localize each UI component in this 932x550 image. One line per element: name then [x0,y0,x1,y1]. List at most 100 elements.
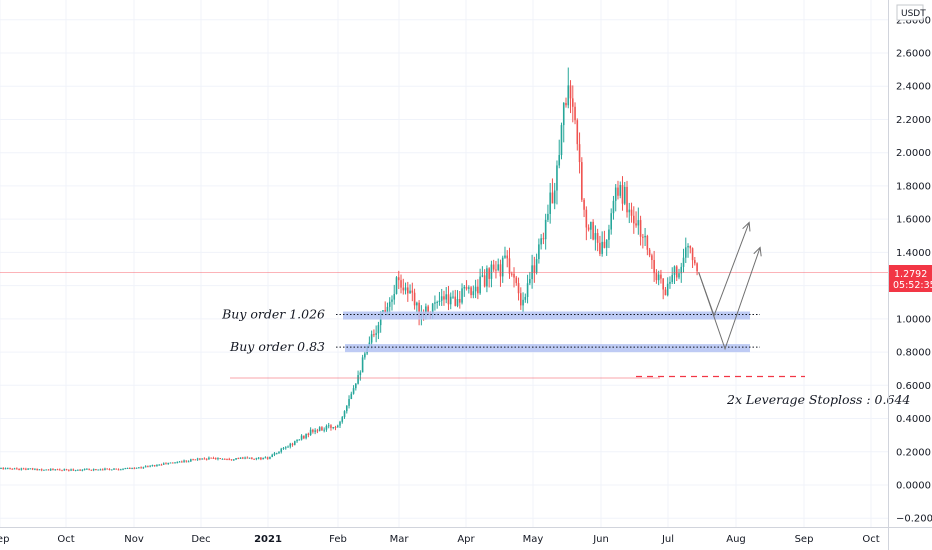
candle-body [655,273,658,281]
candle-body [689,245,692,249]
candle-body [11,468,14,470]
candle-body [510,273,513,275]
candle-body [343,411,346,418]
candle-body [63,469,66,471]
candle-body [612,200,615,214]
candle-body [230,459,233,461]
candle-body [339,421,341,426]
candle-body [309,429,312,435]
candle-body [135,467,138,469]
candle-body [199,458,201,460]
candle-body [623,186,626,204]
candle-body [687,245,689,248]
candle-body [660,274,662,279]
candle-body [106,468,109,470]
candle-body [34,468,36,470]
candle-body [452,296,454,298]
x-tick-label: Jul [661,534,674,545]
candle-body [81,469,84,471]
x-tick-label: Oct [862,534,879,545]
candle-body [287,446,289,448]
candle-body [506,255,509,259]
candle-body [524,296,527,300]
candle-body [553,190,556,204]
candle-body [504,255,506,258]
candle-body [192,459,194,461]
candle-body [447,294,450,305]
candle-body [327,425,330,427]
candle-body [395,277,398,294]
candle-body [375,333,377,335]
candle-body [208,457,210,460]
candle-body [269,456,271,459]
candle-body [223,458,226,460]
candle-body [529,279,531,284]
current-price-tag-bg [889,265,932,292]
candle-body [578,144,581,163]
candle-body [449,296,452,305]
candle-body [47,469,50,471]
candle-body [458,298,461,303]
candle-body [27,468,29,470]
candle-body [257,457,260,459]
candle-body [43,469,45,471]
currency-badge-bg [896,4,924,21]
candle-body [583,199,585,210]
candle-body [418,302,420,318]
candle-body [162,463,165,465]
candle-body [431,303,434,314]
candle-body [183,460,185,462]
stoploss-label: 2x Leverage Stoploss : 0.644 [726,392,910,407]
y-tick-label: 2.8000 [896,15,931,26]
y-tick-label: 0.0000 [896,481,931,492]
y-tick-label: 0.8000 [896,348,931,359]
candle-body [393,293,396,300]
x-tick-label: Sep [0,534,9,545]
candle-body [325,425,328,430]
candle-body [357,375,359,384]
candle-body [404,287,407,291]
candle-body [185,460,188,462]
candle-body [621,185,624,204]
x-tick-label: Sep [795,534,814,545]
candle-body [226,459,228,461]
candle-body [657,274,660,281]
candle-body [556,165,558,191]
candle-body [99,469,102,471]
candle-body [364,353,366,358]
candle-body [481,275,484,277]
y-tick-label: 1.0000 [896,314,931,325]
x-tick-label: 2021 [254,534,282,545]
candle-body [673,266,676,275]
candle-body [533,265,536,273]
candle-body [176,462,179,464]
candle-body [617,187,619,196]
candle-body [323,429,325,431]
candle-body [278,451,280,454]
candle-body [334,427,337,429]
candle-body [592,221,594,240]
candle-body [307,433,310,435]
candle-body [201,458,203,460]
x-tick-label: Dec [191,534,210,545]
candle-body [86,468,88,470]
candle-body [601,241,603,254]
candle-body [212,458,215,460]
candle-body [239,457,242,459]
candle-body [126,467,129,469]
candle-body [36,468,38,471]
candle-body [544,219,547,240]
candle-body [416,302,418,306]
candle-body [486,268,488,287]
currency-badge[interactable]: USDT [896,4,926,21]
candle-body [565,102,567,106]
y-tick-label: 2.0000 [896,148,931,159]
candle-body [321,427,323,431]
candle-body [110,469,113,471]
candle-body [289,443,292,447]
candle-body [332,427,335,429]
candle-body [235,458,237,460]
candle-body [113,468,115,470]
candle-body [411,290,414,293]
